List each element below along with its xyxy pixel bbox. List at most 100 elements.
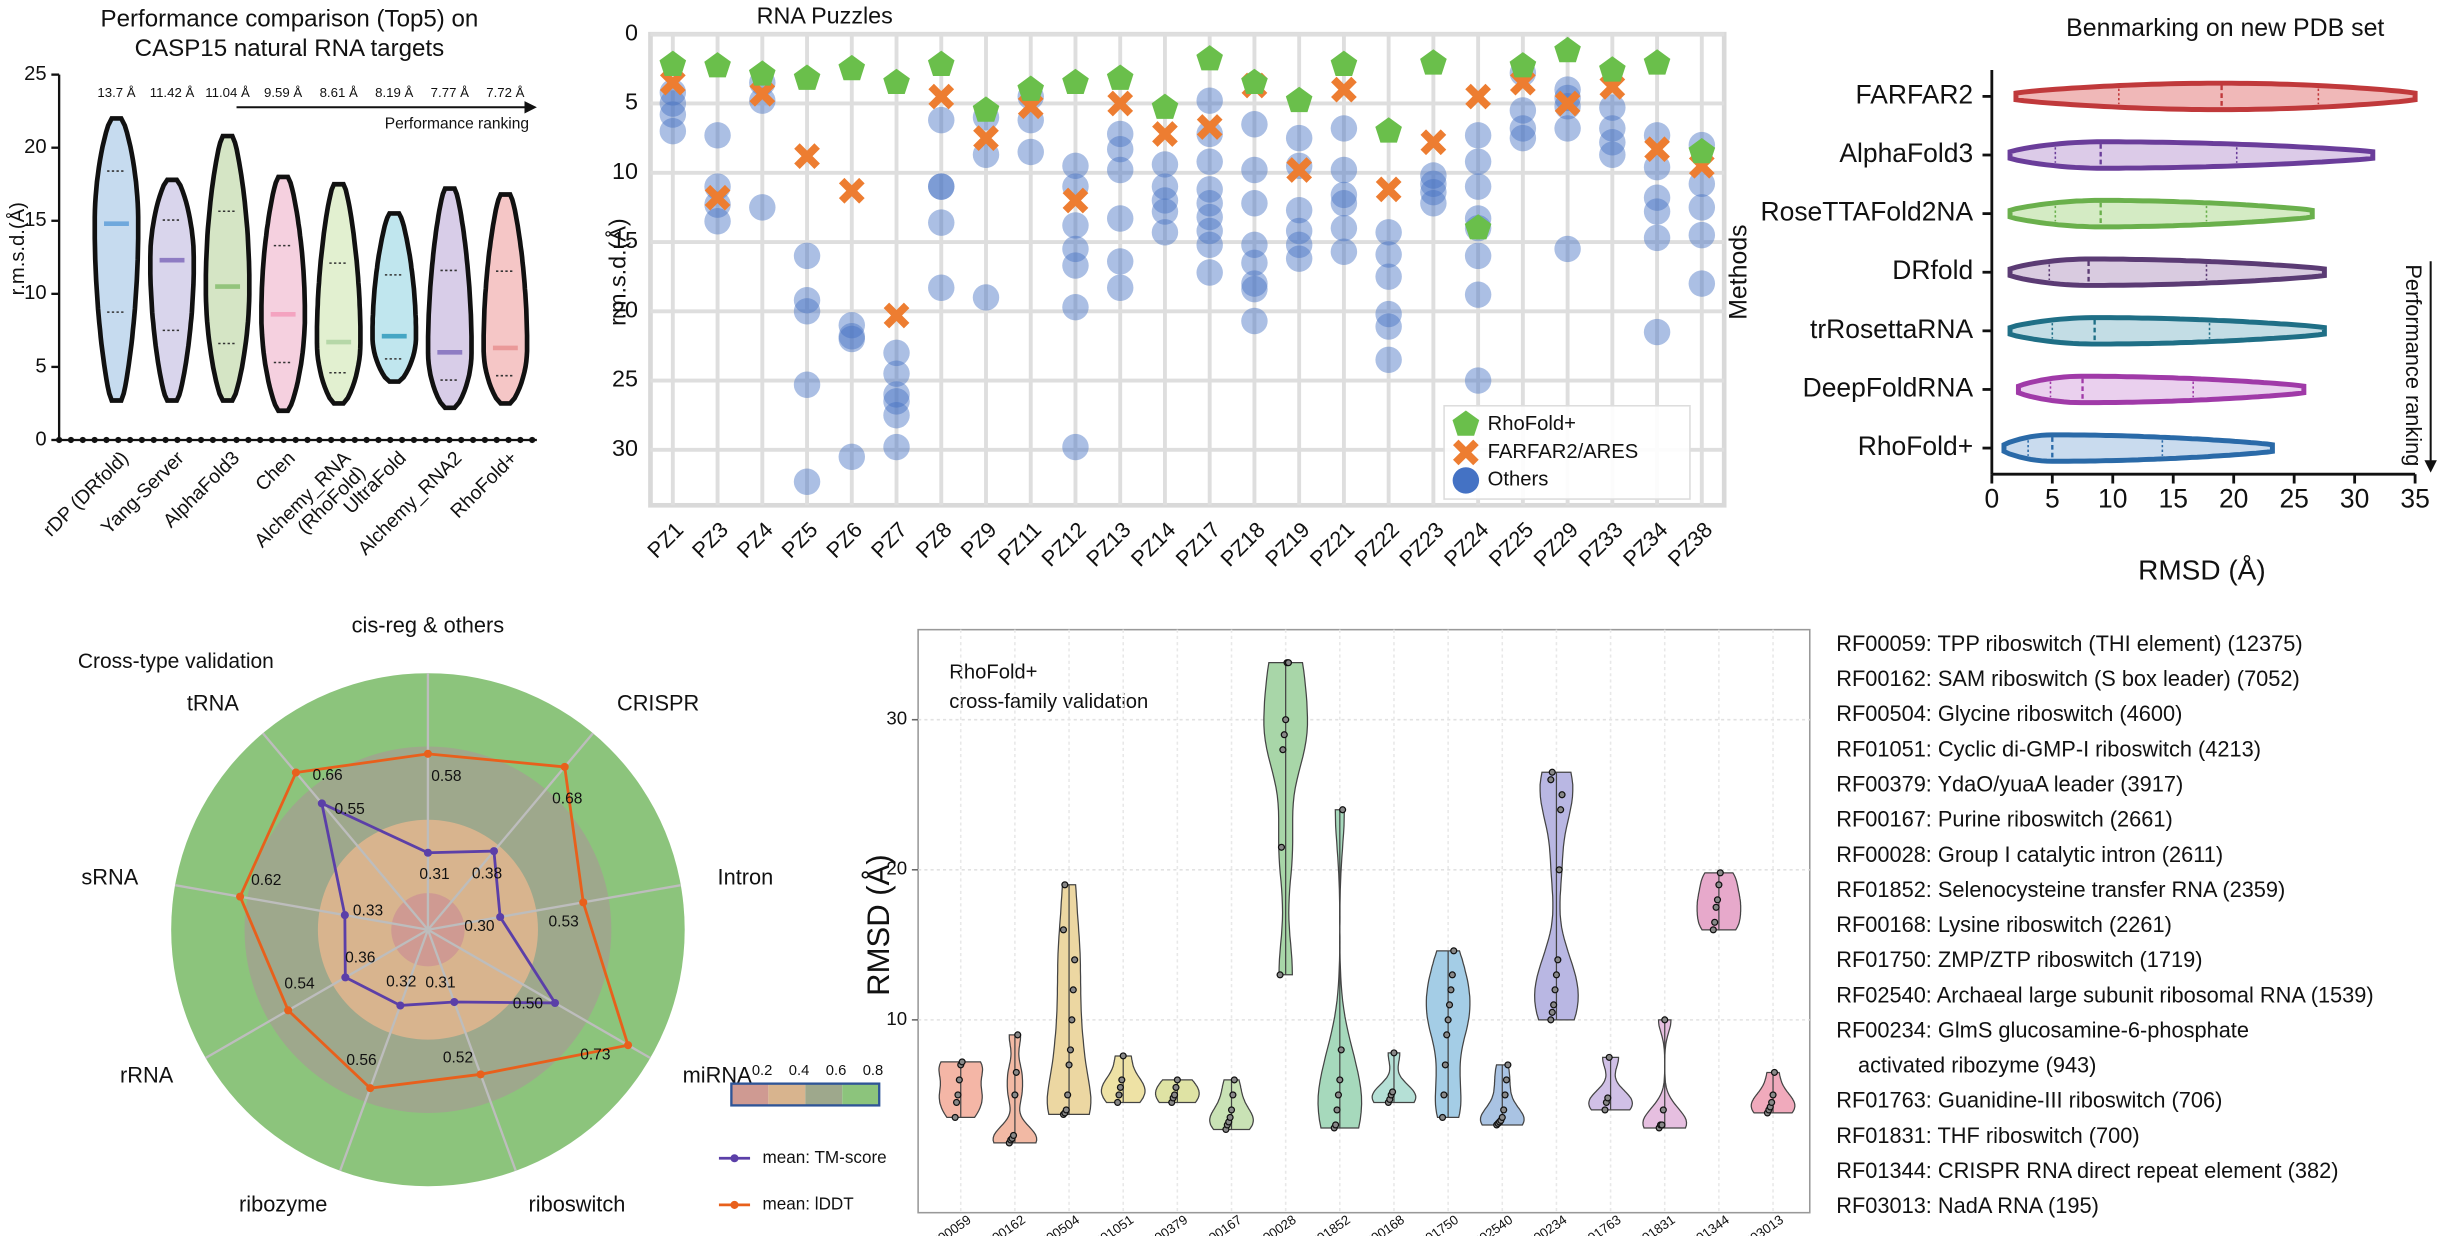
colorbar-segment <box>768 1083 806 1106</box>
point <box>1547 776 1555 784</box>
point <box>927 50 955 77</box>
y-tick-label: DRfold <box>1892 255 1973 285</box>
axis-dot <box>446 436 453 444</box>
x-tick-label: PZ21 <box>1305 517 1359 571</box>
violin <box>2015 373 2307 406</box>
point <box>1286 157 1313 183</box>
point <box>1196 231 1223 259</box>
axis-label: cis-reg & others <box>352 612 505 637</box>
point <box>1276 971 1284 979</box>
point <box>972 284 1000 311</box>
value-label: 11.42 Å <box>150 85 195 100</box>
point <box>1172 1083 1180 1091</box>
axis-dot <box>398 436 406 444</box>
point <box>883 388 910 415</box>
point <box>748 60 776 86</box>
point <box>1196 87 1223 114</box>
legend-marker <box>1452 467 1480 494</box>
axis-dot <box>363 436 370 444</box>
point <box>284 1006 293 1015</box>
x-tick-label: PZ25 <box>1484 517 1538 571</box>
point <box>1375 313 1402 340</box>
axis-dot <box>197 436 205 444</box>
point <box>1688 270 1716 297</box>
point <box>1196 114 1223 140</box>
axis-dot <box>339 436 347 444</box>
legend-label: FARFAR2/ARES <box>1488 441 1639 463</box>
point <box>838 177 865 204</box>
point <box>1330 238 1358 265</box>
y-tick-label: RoseTTAFold2NA <box>1761 197 1974 227</box>
point <box>1014 1031 1022 1039</box>
family-legend-item: RF02540: Archaeal large subunit ribosoma… <box>1836 982 2373 1007</box>
point <box>1170 1091 1179 1099</box>
legend-marker <box>730 1154 739 1163</box>
x-tick-label: PZ23 <box>1394 517 1448 571</box>
point <box>1106 274 1134 301</box>
family-legend-item: RF00162: SAM riboswitch (S box leader) (… <box>1836 666 2300 691</box>
point <box>838 323 866 350</box>
point <box>1464 214 1492 240</box>
y-tick-label: 25 <box>24 63 47 85</box>
point <box>1509 115 1537 142</box>
x-tick-label: RF01831 <box>1625 1212 1678 1236</box>
point <box>958 1058 966 1066</box>
axis-label: CRISPR <box>617 690 699 715</box>
point <box>1599 56 1626 82</box>
point <box>236 892 245 901</box>
point <box>1331 76 1357 103</box>
point <box>838 443 866 471</box>
point <box>1554 235 1581 263</box>
x-tick-label: PZ1 <box>642 517 688 563</box>
point <box>1279 746 1287 754</box>
point <box>1464 367 1492 394</box>
point <box>1420 162 1447 189</box>
value-label: 9.59 Å <box>264 85 302 100</box>
axis-dot <box>268 436 276 444</box>
point <box>1444 1016 1452 1024</box>
x-tick-label: PZ18 <box>1215 517 1269 571</box>
point <box>1196 120 1223 148</box>
point <box>1285 217 1313 245</box>
point <box>928 173 955 200</box>
violin <box>370 211 419 384</box>
point <box>1551 986 1559 994</box>
x-tick-label: RF02540 <box>1462 1212 1515 1236</box>
family-legend-item: RF00234: GlmS glucosamine-6-phosphate <box>1836 1017 2249 1042</box>
legend-marker <box>1452 410 1480 436</box>
x-tick-label: RF01852 <box>1300 1212 1353 1236</box>
point <box>1548 768 1556 776</box>
violin <box>147 177 197 403</box>
y-tick-label: 20 <box>24 136 47 158</box>
axis-label: tRNA <box>187 690 240 715</box>
point <box>476 1070 485 1079</box>
point <box>1116 1083 1124 1091</box>
point <box>1441 1061 1449 1069</box>
chart-subtitle: cross-family validation <box>949 691 1148 713</box>
point <box>1106 156 1134 184</box>
point <box>1061 881 1069 889</box>
series-line <box>238 752 630 1090</box>
point <box>1065 1061 1073 1069</box>
axis-dot <box>493 436 500 444</box>
axis-dot <box>351 436 358 444</box>
point <box>1334 1091 1342 1099</box>
point <box>1420 170 1447 198</box>
point <box>1173 1076 1181 1084</box>
value-label: 0.31 <box>425 975 455 992</box>
point <box>1241 275 1268 303</box>
value-label: 7.77 Å <box>431 85 469 100</box>
point <box>928 83 955 110</box>
point <box>1450 947 1458 955</box>
point <box>1106 64 1134 90</box>
point <box>1017 138 1044 166</box>
point <box>1447 986 1455 994</box>
point <box>496 912 505 922</box>
point <box>396 1001 405 1010</box>
point <box>1420 129 1447 156</box>
x-tick-label: PZ4 <box>732 517 778 563</box>
point <box>1375 176 1402 203</box>
legend-label: Others <box>1488 469 1549 491</box>
x-tick-label: PZ19 <box>1260 517 1314 571</box>
point <box>1502 1076 1511 1084</box>
